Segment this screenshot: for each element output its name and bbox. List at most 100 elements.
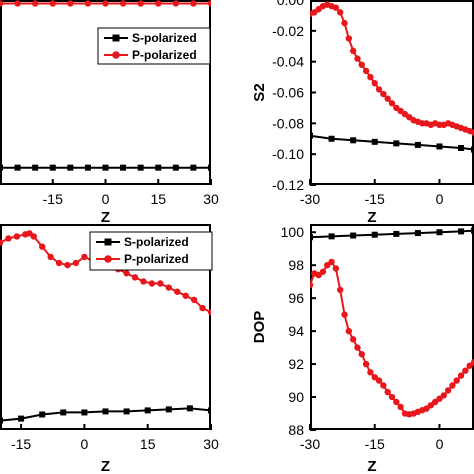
data-point-p-polarized xyxy=(436,395,443,402)
y-tick-label: 100 xyxy=(281,224,305,240)
y-tick-label: 90 xyxy=(288,389,304,405)
legend-label-s-polarized: S-polarized xyxy=(132,31,197,45)
data-point-p-polarized xyxy=(207,0,211,7)
data-point-p-polarized xyxy=(31,0,39,7)
data-point-s-polarized xyxy=(436,229,443,236)
panel-bottom-left: -15 0 15 30 Z S-polarized P-polarized xyxy=(0,224,219,474)
data-point-p-polarized xyxy=(375,86,383,93)
data-point-p-polarized xyxy=(174,288,181,295)
data-point-p-polarized xyxy=(349,47,357,55)
data-point-p-polarized xyxy=(39,243,46,250)
data-point-p-polarized xyxy=(457,372,465,379)
data-point-s-polarized xyxy=(84,164,91,171)
data-point-s-polarized xyxy=(81,409,88,416)
data-point-p-polarized xyxy=(64,261,71,269)
data-point-s-polarized xyxy=(67,164,74,171)
data-point-p-polarized xyxy=(354,344,361,351)
y-tick-label: 92 xyxy=(288,356,304,372)
data-point-p-polarized xyxy=(5,235,12,242)
data-point-s-polarized xyxy=(414,230,421,237)
x-tick-label: -30 xyxy=(300,436,320,452)
series-line-p-polarized xyxy=(310,3,474,134)
y-tick-label: -0.02 xyxy=(272,23,304,39)
data-point-p-polarized xyxy=(388,100,396,107)
data-point-p-polarized xyxy=(384,95,391,102)
y-tick-label: -0.12 xyxy=(272,177,304,193)
axes-frame xyxy=(310,224,474,430)
data-point-p-polarized xyxy=(470,129,474,136)
data-point-p-polarized xyxy=(137,0,144,7)
data-point-p-polarized xyxy=(0,239,4,246)
data-point-p-polarized xyxy=(165,284,172,291)
data-point-p-polarized xyxy=(341,311,348,318)
data-point-s-polarized xyxy=(328,233,335,240)
data-point-p-polarized xyxy=(345,327,353,335)
series-group xyxy=(0,230,211,424)
data-point-s-polarized xyxy=(414,141,421,148)
series-line-s-polarized xyxy=(310,229,474,239)
data-point-p-polarized xyxy=(332,265,340,272)
data-point-p-polarized xyxy=(199,304,206,312)
data-point-p-polarized xyxy=(444,387,452,394)
data-point-p-polarized xyxy=(367,369,374,376)
data-point-p-polarized xyxy=(470,359,474,366)
data-point-s-polarized xyxy=(471,227,474,234)
y-tick-label: -0.06 xyxy=(272,85,304,101)
data-point-p-polarized xyxy=(354,55,361,62)
legend-box xyxy=(89,231,213,271)
data-point-s-polarized xyxy=(310,132,313,139)
data-point-p-polarized xyxy=(362,360,370,368)
data-point-p-polarized xyxy=(72,259,80,267)
legend-label-s-polarized: S-polarized xyxy=(124,235,189,249)
y-axis-title: S2 xyxy=(251,83,268,101)
data-point-p-polarized xyxy=(341,19,348,27)
data-point-p-polarized xyxy=(102,0,109,7)
data-point-s-polarized xyxy=(186,405,193,412)
data-point-s-polarized xyxy=(172,164,179,171)
data-point-p-polarized xyxy=(131,274,139,281)
data-point-p-polarized xyxy=(319,268,327,275)
data-point-p-polarized xyxy=(0,0,4,7)
data-point-s-polarized xyxy=(102,408,109,415)
data-point-p-polarized xyxy=(310,281,314,289)
data-point-p-polarized xyxy=(393,398,400,406)
data-point-p-polarized xyxy=(172,0,180,7)
data-point-p-polarized xyxy=(380,90,387,98)
data-point-p-polarized xyxy=(324,262,331,269)
data-point-p-polarized xyxy=(81,253,88,261)
legend-marker-s-polarized xyxy=(112,34,120,42)
data-point-s-polarized xyxy=(208,407,211,414)
data-point-s-polarized xyxy=(208,164,211,171)
data-point-p-polarized xyxy=(371,80,378,87)
data-point-p-polarized xyxy=(30,233,37,240)
legend-marker-p-polarized xyxy=(104,255,112,263)
data-point-p-polarized xyxy=(47,253,54,261)
data-point-p-polarized xyxy=(182,292,189,299)
data-point-p-polarized xyxy=(148,280,156,287)
data-point-p-polarized xyxy=(375,377,383,384)
axes-frame xyxy=(310,0,474,185)
data-point-p-polarized xyxy=(328,258,335,266)
data-point-s-polarized xyxy=(123,408,130,415)
legend-label-p-polarized: P-polarized xyxy=(124,252,189,266)
x-tick-label: 0 xyxy=(436,436,444,452)
x-tick-label: 30 xyxy=(203,436,219,452)
data-point-s-polarized xyxy=(0,164,3,171)
data-point-s-polarized xyxy=(310,234,313,241)
x-tick-label: 0 xyxy=(81,436,89,452)
series-group xyxy=(310,227,474,418)
x-axis-title: Z xyxy=(367,458,376,474)
data-point-p-polarized xyxy=(345,35,353,42)
y-tick-label: 94 xyxy=(288,323,304,339)
data-point-s-polarized xyxy=(458,145,465,151)
data-point-s-polarized xyxy=(371,138,378,145)
data-point-s-polarized xyxy=(471,146,474,153)
legend: S-polarized P-polarized xyxy=(89,231,213,271)
data-point-p-polarized xyxy=(440,392,447,399)
data-point-p-polarized xyxy=(13,233,21,240)
data-point-p-polarized xyxy=(362,67,370,75)
data-point-p-polarized xyxy=(349,336,357,343)
data-point-p-polarized xyxy=(123,270,130,277)
data-point-p-polarized xyxy=(371,374,378,381)
